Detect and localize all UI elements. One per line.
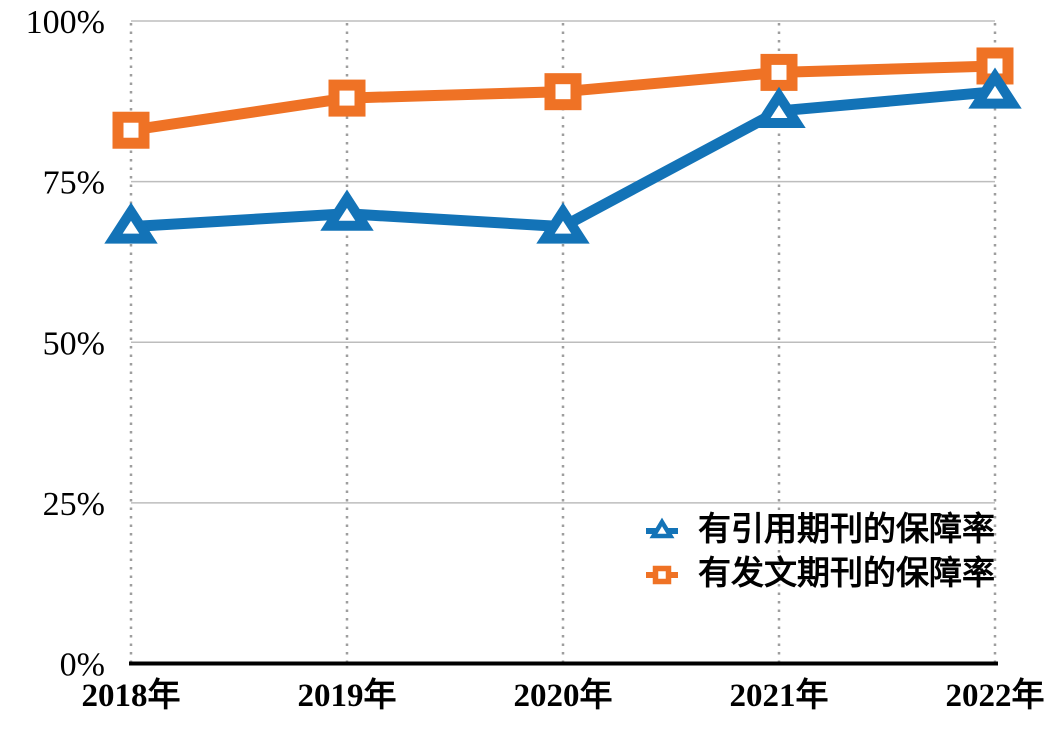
published-journals-series-marker: [328, 79, 366, 117]
published-journals-series-marker: [760, 53, 798, 91]
x-tick-label: 2021年: [730, 677, 829, 714]
cited-journals-series-marker: [968, 67, 1022, 109]
square-marker-icon: [646, 565, 678, 585]
published-journals-series-marker: [112, 111, 150, 149]
y-tick-label: 100%: [26, 4, 105, 41]
legend-label-published-journals: 有发文期刊的保障率: [698, 555, 995, 592]
cited-journals-series-marker: [752, 86, 806, 128]
x-tick-label: 2022年: [946, 677, 1045, 714]
published-journals-series-marker: [544, 73, 582, 111]
legend-label-cited-journals: 有引用期刊的保障率: [698, 511, 995, 548]
cited-journals-series-marker: [536, 202, 590, 244]
triangle-marker-icon: [646, 517, 678, 539]
legend-item-cited-journals: 有引用期刊的保障率: [646, 511, 995, 549]
y-tick-label: 75%: [43, 165, 105, 202]
y-tick-label: 50%: [43, 325, 105, 362]
legend: 有引用期刊的保障率 有发文期刊的保障率: [646, 511, 995, 593]
y-tick-label: 25%: [43, 486, 105, 523]
x-tick-label: 2018年: [82, 677, 181, 714]
cited-journals-series-marker: [320, 189, 374, 231]
legend-item-published-journals: 有发文期刊的保障率: [646, 555, 995, 593]
y-tick-label: 0%: [60, 647, 105, 684]
cited-journals-series-marker: [104, 202, 158, 244]
x-tick-label: 2020年: [514, 677, 613, 714]
x-tick-label: 2019年: [298, 677, 397, 714]
